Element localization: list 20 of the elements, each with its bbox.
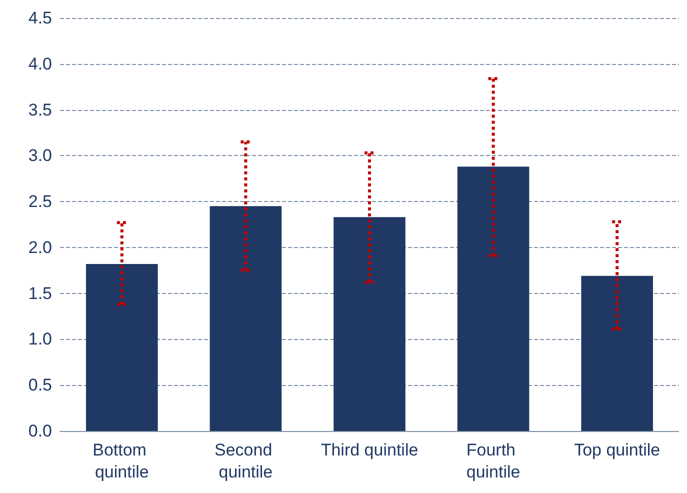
x-tick-label: Bottom quintile [92, 440, 152, 482]
bar [581, 276, 653, 431]
y-tick-label: 2.0 [28, 238, 52, 257]
y-tick-label: 4.5 [28, 8, 52, 28]
y-tick-label: 3.5 [28, 100, 52, 120]
x-tick-label: Fourth quintile [466, 440, 520, 482]
x-tick-label: Second quintile [214, 440, 277, 482]
bar [210, 206, 282, 431]
y-tick-label: 1.5 [28, 284, 52, 303]
y-tick-label: 1.0 [28, 330, 52, 349]
x-tick-label: Third quintile [320, 440, 418, 460]
y-tick-label: 0.5 [28, 376, 52, 395]
x-tick-label: Top quintile [574, 440, 660, 460]
y-tick-label: 2.5 [28, 192, 52, 212]
bar [334, 217, 406, 431]
bar [86, 264, 158, 431]
y-tick-label: 4.0 [28, 54, 52, 74]
y-tick-label: 0.0 [28, 422, 52, 440]
bar [457, 166, 530, 431]
y-tick-label: 3.0 [28, 146, 52, 166]
